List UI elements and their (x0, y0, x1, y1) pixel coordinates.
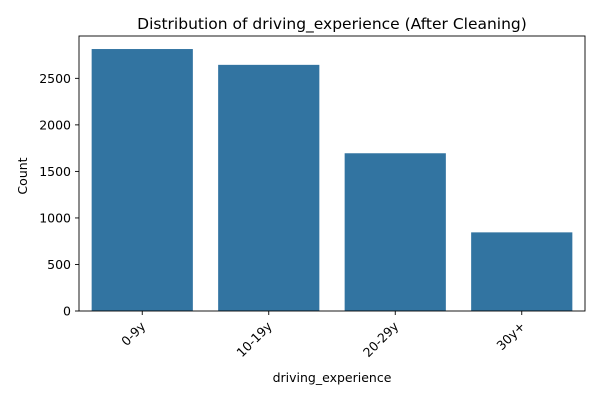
bars-group (91, 49, 573, 311)
bar-20-29y (344, 153, 446, 311)
y-tick-label: 500 (47, 257, 71, 272)
plot-frame (78, 35, 586, 312)
y-axis-ticks: 0 500 1000 1500 2000 2500 (39, 71, 79, 319)
y-tick-label: 1000 (39, 210, 71, 225)
y-tick-label: 2500 (39, 71, 71, 86)
x-tick-label: 0-9y (118, 318, 149, 349)
axes-frame (78, 35, 586, 312)
bar-30y+ (471, 232, 573, 311)
bar-0-9y (91, 49, 193, 311)
y-tick-label: 2000 (39, 117, 71, 132)
x-tick-label: 30y+ (493, 319, 527, 353)
y-axis-label: Count (15, 157, 30, 194)
bar-10-19y (218, 64, 320, 311)
chart-title: Distribution of driving_experience (Afte… (137, 15, 527, 34)
x-axis-ticks: 0-9y 10-19y 20-29y 30y+ (118, 311, 528, 360)
x-tick-label: 10-19y (233, 318, 275, 360)
x-axis-label: driving_experience (273, 370, 392, 385)
y-tick-label: 1500 (39, 164, 71, 179)
y-tick-label: 0 (63, 304, 71, 319)
x-tick-label: 20-29y (360, 318, 402, 360)
